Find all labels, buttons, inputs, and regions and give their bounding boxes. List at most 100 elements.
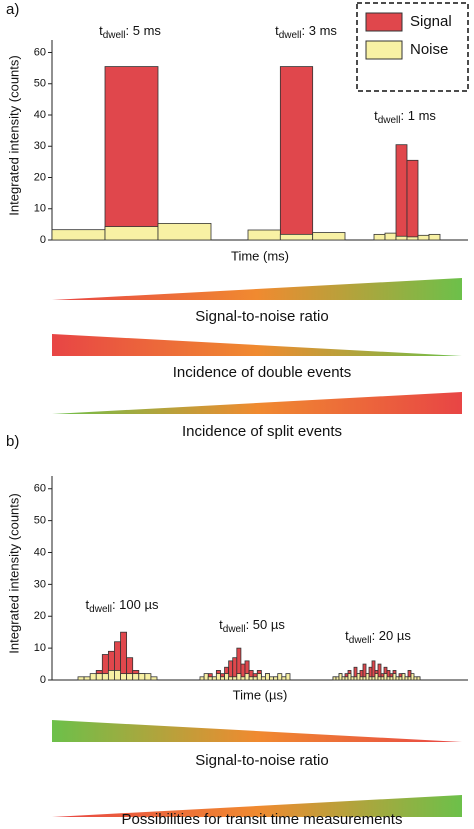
noise-bar bbox=[356, 673, 361, 681]
legend-swatch bbox=[365, 12, 403, 32]
noise-bar bbox=[285, 673, 291, 681]
noise-bar bbox=[384, 232, 397, 241]
legend-swatch bbox=[365, 40, 403, 60]
noise-bar bbox=[199, 676, 205, 681]
noise-bar bbox=[207, 676, 213, 681]
dwell-sub: dwell bbox=[223, 624, 246, 635]
dwell-rest: : 3 ms bbox=[302, 23, 338, 38]
noise-bar bbox=[413, 676, 418, 681]
signal-bar bbox=[395, 144, 408, 241]
noise-bar bbox=[157, 223, 212, 241]
legend-label: Signal bbox=[410, 13, 452, 30]
dwell-t: t bbox=[86, 597, 90, 612]
noise-bar bbox=[138, 673, 146, 681]
noise-bar bbox=[104, 226, 159, 241]
y-tick-label: 30 bbox=[34, 140, 46, 152]
noise-bar bbox=[252, 676, 258, 681]
noise-bar bbox=[428, 233, 441, 241]
noise-bar bbox=[389, 676, 394, 681]
dwell-t: t bbox=[374, 108, 378, 123]
noise-bar bbox=[281, 676, 287, 681]
dwell-rest: : 20 µs bbox=[372, 628, 412, 643]
dwell-rest: : 100 µs bbox=[112, 597, 159, 612]
y-tick-label: 10 bbox=[34, 642, 46, 654]
noise-bar bbox=[383, 673, 388, 681]
dwell-label: tdwell: 5 ms bbox=[99, 23, 161, 40]
y-tick-label: 50 bbox=[34, 78, 46, 90]
noise-bar bbox=[244, 673, 250, 681]
noise-bar bbox=[407, 676, 412, 681]
noise-bar bbox=[120, 673, 128, 681]
noise-bar bbox=[101, 673, 109, 681]
noise-bar bbox=[248, 676, 254, 681]
noise-bar bbox=[350, 676, 355, 681]
x-axis-label: Time (µs) bbox=[233, 687, 288, 702]
noise-bar bbox=[114, 670, 121, 681]
signal-bar bbox=[279, 66, 314, 241]
signal-bar bbox=[120, 631, 128, 681]
noise-bar bbox=[265, 673, 270, 681]
noise-bar bbox=[95, 673, 103, 681]
noise-bar bbox=[365, 673, 370, 681]
y-axis-label: Integrated intensity (counts) bbox=[6, 55, 21, 215]
noise-bar bbox=[256, 673, 262, 681]
noise-bar bbox=[260, 676, 266, 681]
noise-bar bbox=[228, 676, 234, 681]
gradient-wedge bbox=[52, 795, 462, 817]
y-tick-label: 60 bbox=[34, 483, 46, 495]
noise-bar bbox=[332, 676, 337, 681]
noise-bar bbox=[386, 676, 391, 681]
noise-bar bbox=[273, 676, 279, 681]
dwell-t: t bbox=[345, 628, 349, 643]
dwell-t: t bbox=[219, 617, 223, 632]
noise-bar bbox=[51, 229, 106, 241]
noise-bar bbox=[416, 676, 421, 681]
noise-bar bbox=[240, 676, 246, 681]
panel-label: a) bbox=[6, 1, 19, 18]
noise-bar bbox=[107, 670, 115, 681]
noise-bar bbox=[224, 673, 230, 681]
dwell-sub: dwell bbox=[378, 115, 401, 126]
noise-bar bbox=[132, 673, 140, 681]
noise-bar bbox=[410, 673, 415, 681]
noise-bar bbox=[368, 676, 373, 681]
dwell-sub: dwell bbox=[349, 635, 372, 646]
y-tick-label: 60 bbox=[34, 46, 46, 58]
noise-bar bbox=[398, 676, 403, 681]
noise-bar bbox=[236, 673, 242, 681]
noise-bar bbox=[203, 673, 209, 681]
dwell-rest: : 1 ms bbox=[401, 108, 437, 123]
dwell-sub: dwell bbox=[103, 30, 126, 41]
noise-bar bbox=[247, 229, 281, 241]
scale-caption: Signal-to-noise ratio bbox=[195, 308, 328, 325]
panel-label: b) bbox=[6, 433, 19, 450]
noise-bar bbox=[373, 233, 386, 241]
noise-bar bbox=[353, 676, 358, 681]
legend-label: Noise bbox=[410, 41, 448, 58]
dwell-t: t bbox=[99, 23, 103, 38]
noise-bar bbox=[277, 673, 283, 681]
dwell-rest: : 5 ms bbox=[126, 23, 162, 38]
noise-bar bbox=[395, 235, 408, 241]
dwell-label: tdwell: 50 µs bbox=[219, 617, 285, 634]
gradient-wedge bbox=[52, 392, 462, 414]
gradient-wedge bbox=[52, 278, 462, 300]
signal-bar bbox=[406, 159, 419, 241]
dwell-sub: dwell bbox=[89, 604, 112, 615]
noise-bar bbox=[77, 676, 85, 681]
noise-bar bbox=[211, 676, 217, 681]
noise-bar bbox=[83, 676, 91, 681]
noise-bar bbox=[380, 676, 385, 681]
noise-bar bbox=[89, 673, 97, 681]
y-tick-label: 50 bbox=[34, 515, 46, 527]
noise-bar bbox=[150, 676, 158, 681]
dwell-t: t bbox=[275, 23, 279, 38]
y-tick-label: 20 bbox=[34, 171, 46, 183]
noise-bar bbox=[401, 673, 406, 681]
y-tick-label: 0 bbox=[40, 234, 46, 246]
noise-bar bbox=[338, 673, 343, 681]
x-axis-label: Time (ms) bbox=[231, 248, 289, 263]
noise-bar bbox=[126, 673, 134, 681]
gradient-wedge bbox=[52, 720, 462, 742]
